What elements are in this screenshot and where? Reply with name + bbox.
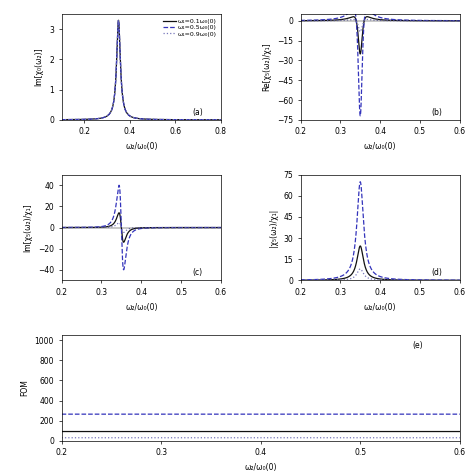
ω₁=0.1ω₀(0) (190, 117, 195, 123)
Line: ω₁=0.5ω₀(0): ω₁=0.5ω₀(0) (62, 20, 221, 120)
ω₁=0.9ω₀(0) (155, 117, 160, 122)
Line: ω₁=0.1ω₀(0): ω₁=0.1ω₀(0) (62, 20, 221, 120)
ω₁=0.5ω₀(0) (190, 117, 195, 123)
Text: (a): (a) (192, 108, 203, 117)
ω₁=0.9ω₀(0) (163, 117, 168, 122)
Y-axis label: Im[χ₀(ω₂)]: Im[χ₀(ω₂)] (35, 48, 44, 86)
ω₁=0.1ω₀(0) (59, 117, 64, 122)
Text: (d): (d) (431, 268, 442, 277)
Y-axis label: Im[χ₅(ω₂)/χ₁]: Im[χ₅(ω₂)/χ₁] (23, 203, 32, 252)
Text: (c): (c) (192, 268, 202, 277)
X-axis label: ω₂/ω₀(0): ω₂/ω₀(0) (245, 463, 277, 472)
Y-axis label: FOM: FOM (20, 380, 29, 396)
X-axis label: ω₂/ω₀(0): ω₂/ω₀(0) (125, 142, 157, 151)
ω₁=0.5ω₀(0) (88, 116, 93, 122)
ω₁=0.9ω₀(0) (59, 117, 64, 122)
ω₁=0.9ω₀(0) (218, 117, 224, 123)
Y-axis label: Re[χ₅(ω₂)/χ₁]: Re[χ₅(ω₂)/χ₁] (262, 43, 271, 91)
ω₁=0.1ω₀(0) (178, 117, 183, 122)
ω₁=0.1ω₀(0) (163, 117, 168, 122)
ω₁=0.1ω₀(0) (218, 117, 224, 123)
ω₁=0.5ω₀(0) (119, 92, 125, 98)
ω₁=0.9ω₀(0) (88, 116, 93, 122)
ω₁=0.5ω₀(0) (218, 117, 224, 123)
Legend: ω₁=0.1ω₀(0), ω₁=0.5ω₀(0), ω₁=0.9ω₀(0): ω₁=0.1ω₀(0), ω₁=0.5ω₀(0), ω₁=0.9ω₀(0) (162, 18, 218, 38)
ω₁=0.9ω₀(0) (178, 117, 183, 122)
Text: (b): (b) (431, 108, 442, 117)
ω₁=0.5ω₀(0) (163, 117, 168, 122)
ω₁=0.1ω₀(0) (116, 18, 121, 23)
ω₁=0.5ω₀(0) (59, 117, 64, 122)
X-axis label: ω₂/ω₀(0): ω₂/ω₀(0) (364, 302, 396, 311)
ω₁=0.9ω₀(0) (116, 18, 121, 23)
Line: ω₁=0.9ω₀(0): ω₁=0.9ω₀(0) (62, 20, 221, 120)
ω₁=0.5ω₀(0) (116, 18, 121, 23)
Text: (e): (e) (412, 341, 423, 350)
ω₁=0.5ω₀(0) (178, 117, 183, 122)
ω₁=0.1ω₀(0) (119, 92, 125, 98)
Y-axis label: |χ₅(ω₂)/χ₁|: |χ₅(ω₂)/χ₁| (269, 209, 278, 246)
X-axis label: ω₂/ω₀(0): ω₂/ω₀(0) (125, 302, 157, 311)
ω₁=0.1ω₀(0) (88, 116, 93, 122)
ω₁=0.9ω₀(0) (119, 92, 125, 98)
X-axis label: ω₂/ω₀(0): ω₂/ω₀(0) (364, 142, 396, 151)
ω₁=0.9ω₀(0) (190, 117, 195, 123)
ω₁=0.1ω₀(0) (155, 117, 160, 122)
ω₁=0.5ω₀(0) (155, 117, 160, 122)
